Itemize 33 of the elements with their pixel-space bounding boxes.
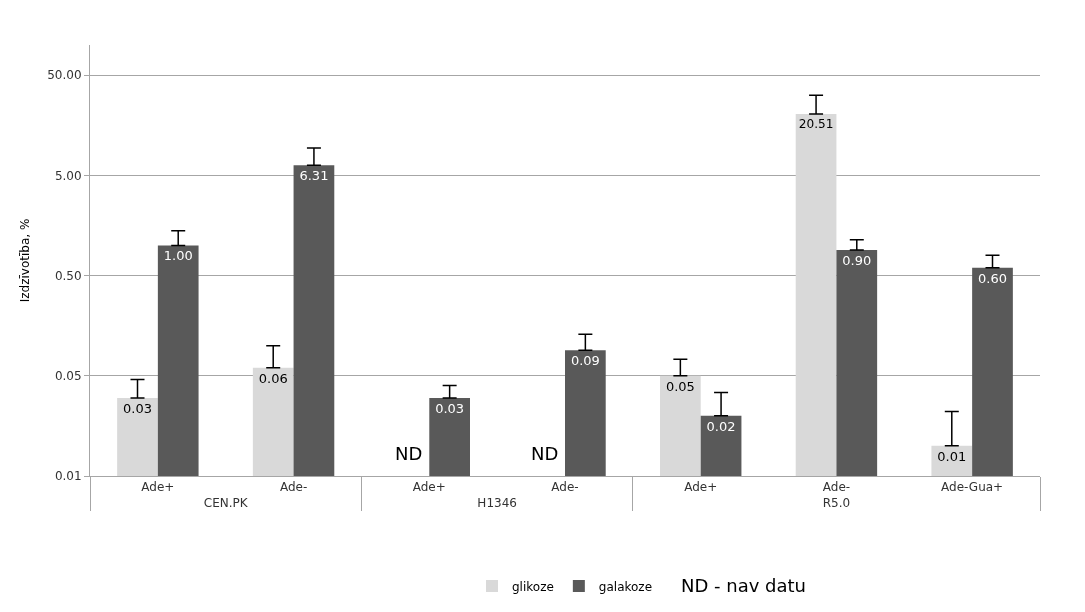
annotation: ND (395, 443, 423, 464)
y-tick-label: 0.05 (54, 368, 82, 383)
data-label: 1.00 (163, 248, 193, 264)
category-label: Ade- (551, 480, 579, 495)
category-label: CEN.PK (203, 496, 248, 511)
legend-label: glikoze (512, 579, 554, 594)
category-label: Ade+ (684, 480, 718, 495)
legend-label: galakoze (598, 579, 653, 594)
data-label: 0.02 (706, 418, 736, 434)
data-label: 0.09 (570, 353, 600, 369)
category-label: Ade-Gua+ (941, 480, 1004, 495)
category-label: H1346 (477, 496, 517, 511)
text: ND - nav datu (681, 575, 806, 596)
category-label: Ade- (279, 480, 308, 495)
category-label: Ade- (822, 480, 851, 495)
y-tick-label: 0.50 (54, 268, 82, 283)
data-label: 0.06 (258, 370, 288, 386)
y-tick-label: 50.00 (47, 68, 82, 83)
data-label: 0.60 (978, 270, 1007, 286)
y-axis-title: Izdzīvotība, % (17, 218, 32, 303)
data-label: 0.90 (842, 253, 872, 268)
y-tick-label: 5.00 (54, 168, 82, 183)
data-label: 0.03 (123, 401, 152, 417)
y-tick-label: 0.01 (54, 469, 82, 484)
data-label: 6.31 (299, 168, 329, 184)
annotation: ND (531, 443, 559, 464)
data-label: 20.51 (798, 117, 834, 132)
category-label: R5.0 (822, 496, 851, 511)
category-label: Ade+ (141, 480, 175, 495)
category-label: Ade+ (412, 480, 446, 495)
data-label: 0.01 (937, 448, 967, 464)
data-label: 0.05 (665, 378, 695, 394)
data-label: 0.03 (435, 401, 465, 417)
